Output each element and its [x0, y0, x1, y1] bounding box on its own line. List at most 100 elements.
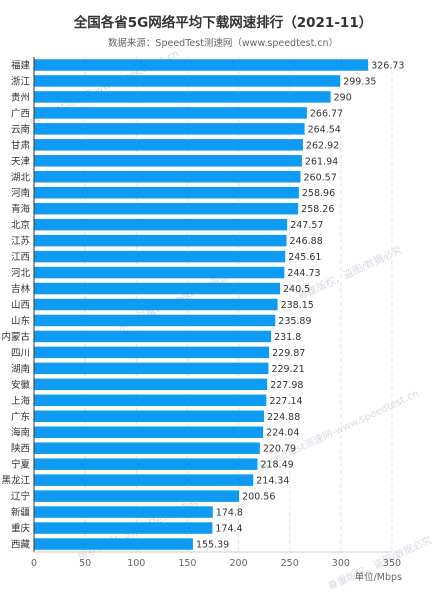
value-label: 262.92: [306, 140, 339, 151]
category-label: 上海: [11, 395, 31, 407]
x-tick-label: 0: [31, 558, 37, 569]
category-label: 河南: [11, 187, 30, 199]
value-label: 266.77: [310, 108, 343, 119]
category-label: 广西: [11, 107, 30, 119]
category-label: 辽宁: [11, 491, 30, 503]
value-label: 258.26: [301, 204, 334, 215]
bar: [34, 282, 280, 295]
value-label: 224.88: [267, 412, 300, 423]
bar: [34, 490, 240, 502]
bar-layer: 福建 326.73 浙江 299.35 贵州 290 广西 266.77 云南 264.54 甘肃 2…: [1, 59, 404, 551]
category-label: 四川: [11, 348, 30, 359]
category-label: 云南: [11, 123, 30, 135]
category-label: 青海: [11, 203, 31, 215]
category-label: 重庆: [11, 523, 31, 535]
bar: [34, 378, 268, 391]
category-label: 北京: [11, 219, 30, 231]
value-label: 218.49: [260, 460, 293, 471]
value-label: 299.35: [343, 76, 376, 87]
value-label: 244.73: [287, 268, 320, 279]
bar: [34, 442, 260, 454]
category-label: 甘肃: [11, 139, 30, 151]
category-label: 山东: [11, 315, 30, 327]
bar: [34, 171, 301, 183]
chart-subtitle: 数据来源：SpeedTest测速网（www.speedtest.cn）: [108, 37, 338, 49]
bar: [34, 314, 276, 327]
value-label: 238.15: [281, 300, 314, 311]
x-axis-label: 单位/Mbps: [355, 571, 402, 583]
category-label: 湖南: [11, 363, 30, 375]
bar: [34, 266, 285, 279]
bar: [34, 426, 264, 438]
bar: [34, 298, 278, 311]
category-label: 吉林: [11, 283, 31, 295]
category-label: 新疆: [11, 507, 31, 519]
bar: [34, 362, 269, 375]
value-label: 235.89: [278, 316, 311, 327]
bar: [34, 218, 288, 231]
bar: [34, 91, 331, 103]
x-tick-label: 50: [79, 558, 91, 569]
category-label: 浙江: [11, 75, 31, 87]
x-tick-label: 100: [127, 558, 145, 569]
value-label: 246.88: [290, 236, 323, 247]
x-axis: 0 50 100 150 200 250 300 350: [31, 57, 401, 569]
x-tick-label: 150: [178, 558, 196, 569]
x-tick-label: 200: [230, 558, 248, 569]
bar: [34, 234, 287, 247]
category-label: 广东: [11, 411, 30, 423]
value-label: 229.21: [271, 364, 304, 375]
category-label: 山西: [11, 300, 30, 311]
bar: [34, 139, 303, 151]
value-label: 326.73: [371, 60, 404, 71]
value-label: 200.56: [242, 492, 275, 503]
value-label: 231.8: [274, 332, 301, 343]
category-label: 黑龙江: [1, 475, 30, 487]
bar: [34, 123, 305, 135]
bar: [34, 250, 286, 263]
category-label: 天津: [11, 156, 31, 167]
value-label: 229.87: [272, 348, 305, 359]
x-tick-label: 300: [332, 558, 350, 569]
value-label: 224.04: [266, 428, 299, 439]
value-label: 227.14: [269, 396, 302, 407]
bar: [34, 346, 270, 359]
bar: [34, 59, 369, 71]
category-label: 内蒙古: [1, 331, 30, 343]
value-label: 214.34: [256, 476, 289, 487]
bar: [34, 330, 272, 343]
category-label: 江西: [11, 252, 30, 263]
bar: [34, 186, 299, 199]
value-label: 258.96: [302, 188, 335, 199]
value-label: 247.57: [290, 220, 323, 231]
value-label: 220.79: [263, 444, 296, 455]
bar: [34, 394, 267, 407]
value-label: 227.98: [270, 380, 303, 391]
chart-title: 全国各省5G网络平均下载网速排行（2021-11）: [73, 14, 372, 31]
category-label: 江苏: [11, 235, 31, 247]
value-label: 260.57: [304, 172, 337, 183]
x-tick-label: 250: [281, 558, 299, 569]
value-label: 245.61: [288, 252, 321, 263]
bar: [34, 107, 307, 119]
category-label: 贵州: [11, 91, 30, 103]
bar: [34, 202, 299, 215]
value-label: 264.54: [308, 124, 341, 135]
bar: [34, 506, 213, 518]
x-tick-label: 350: [383, 558, 401, 569]
value-label: 290: [334, 92, 352, 103]
value-label: 174.8: [216, 508, 243, 519]
category-label: 福建: [11, 59, 31, 71]
category-label: 安徽: [11, 379, 31, 391]
bar: [34, 538, 193, 550]
category-label: 湖北: [11, 172, 31, 183]
category-label: 河北: [11, 267, 31, 279]
category-label: 西藏: [11, 539, 31, 551]
category-label: 海南: [11, 427, 30, 439]
bar: [34, 155, 302, 167]
category-label: 陕西: [11, 443, 30, 455]
value-label: 261.94: [305, 156, 338, 167]
bar: [34, 458, 258, 470]
category-label: 宁夏: [11, 459, 31, 471]
